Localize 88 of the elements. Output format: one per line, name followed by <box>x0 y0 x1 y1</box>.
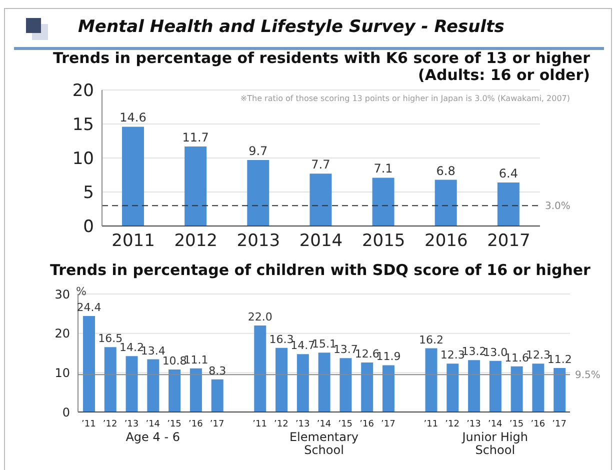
data-label: 16.2 <box>419 333 444 346</box>
bar <box>190 368 202 412</box>
x-tick-label: 2013 <box>236 231 280 252</box>
x-tick-label: ’11 <box>252 419 267 430</box>
x-tick-label: ’11 <box>424 419 438 430</box>
x-tick-label: 2017 <box>487 231 530 252</box>
x-tick-label: ’17 <box>381 419 396 430</box>
bar <box>104 347 116 412</box>
x-tick-label: ’14 <box>146 419 160 430</box>
bar <box>168 370 181 412</box>
bar <box>276 348 288 412</box>
bar <box>83 316 95 412</box>
data-label: 22.0 <box>248 310 272 324</box>
bar <box>310 174 332 226</box>
data-label: 7.7 <box>311 158 330 172</box>
bar <box>247 160 270 226</box>
y-tick-label: 0 <box>83 217 94 238</box>
chart-title: Trends in percentage of children with SDQ score of 16 or higher <box>50 261 590 279</box>
x-tick-label: ’15 <box>167 419 182 430</box>
x-tick-label: ’12 <box>445 419 460 430</box>
y-tick-label: 30 <box>54 287 70 302</box>
data-label: 14.6 <box>120 110 146 125</box>
x-tick-label: ’15 <box>509 419 524 430</box>
ref-line-label: 3.0% <box>545 201 570 212</box>
x-tick-label: 2016 <box>424 231 468 252</box>
y-tick-label: 10 <box>72 149 94 170</box>
data-label: 11.7 <box>182 130 209 144</box>
y-tick-label: 20 <box>72 81 94 102</box>
x-tick-label: ’16 <box>530 419 546 430</box>
bar <box>510 366 523 412</box>
x-tick-label: ’11 <box>82 419 96 430</box>
x-tick-label: ’13 <box>466 419 481 430</box>
x-tick-label: ’13 <box>124 419 139 430</box>
data-label: 12.3 <box>440 348 465 362</box>
y-tick-label: 5 <box>83 183 94 204</box>
x-tick-label: ’17 <box>552 419 566 430</box>
bar <box>211 379 224 412</box>
bar <box>254 325 266 412</box>
bar <box>361 362 374 412</box>
text: Age 4 - 6 <box>124 430 181 444</box>
x-tick-label: ’12 <box>102 419 118 430</box>
x-tick-label: ’15 <box>338 419 353 430</box>
text: Elementary School <box>288 430 360 457</box>
x-tick-label: 2014 <box>299 231 343 252</box>
x-tick-label: ’14 <box>488 419 503 430</box>
bar <box>425 348 438 412</box>
bar <box>497 182 520 226</box>
data-label: 16.3 <box>269 332 294 346</box>
ref-line-label: 9.5% <box>575 370 600 382</box>
bar <box>446 364 459 412</box>
x-tick-label: ’17 <box>210 419 224 430</box>
bar <box>122 126 144 226</box>
bar <box>318 352 330 412</box>
x-tick-label: ’16 <box>188 419 204 430</box>
chart-subtitle: Trends in percentage of residents with K6 score of 13 or higher (Adults: 16 or older) <box>53 49 590 84</box>
bar <box>489 360 502 412</box>
bar <box>296 354 309 412</box>
y-axis-title: % <box>76 285 86 298</box>
bar <box>532 364 544 412</box>
y-tick-label: 0 <box>62 405 70 420</box>
bar <box>468 360 480 412</box>
x-tick-label: 2011 <box>112 231 155 252</box>
data-label: 6.4 <box>498 166 518 180</box>
y-tick-label: 10 <box>54 366 70 380</box>
x-tick-label: ’12 <box>274 419 288 430</box>
data-label: 6.8 <box>436 164 456 178</box>
x-tick-label: ’16 <box>360 419 374 430</box>
bar <box>554 368 566 412</box>
text: Junior High School <box>460 430 529 457</box>
bar <box>372 178 394 226</box>
bar <box>147 359 160 412</box>
x-tick-label: 2015 <box>362 231 406 252</box>
chart-title: Mental Health and Lifestyle Survey - Results <box>78 17 504 37</box>
y-tick-label: 15 <box>72 115 94 136</box>
annotation: ※The ratio of those scoring 13 points or higher in Japan is 3.0% (Kawakami, 2007) <box>240 94 570 103</box>
data-label: 9.7 <box>248 144 268 158</box>
bar <box>340 358 352 412</box>
bar <box>184 146 207 226</box>
bar <box>382 365 394 412</box>
x-tick-label: 2012 <box>174 231 218 252</box>
data-label: 7.1 <box>374 162 393 176</box>
y-tick-label: 20 <box>54 326 70 341</box>
x-tick-label: ’13 <box>295 419 310 430</box>
data-label: 13.0 <box>483 346 508 359</box>
bar <box>434 180 457 226</box>
bar <box>126 356 138 412</box>
x-tick-label: ’14 <box>316 419 332 430</box>
data-label: 8.3 <box>208 364 226 378</box>
